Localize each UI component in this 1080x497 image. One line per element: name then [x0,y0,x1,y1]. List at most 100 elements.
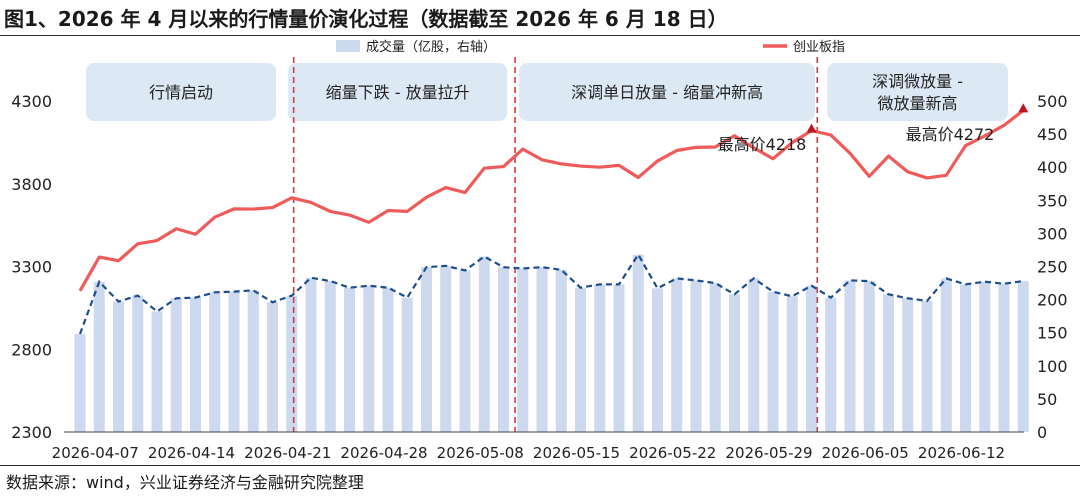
left-tick-label: 2300 [11,423,52,442]
volume-bar [132,295,144,432]
volume-bar [883,294,894,432]
x-tick-label: 2026-06-05 [822,444,909,462]
peak-annotation: 最高价4218 [718,135,807,154]
right-tick-label: 300 [1037,224,1068,243]
volume-bar [93,281,105,432]
legend: 成交量（亿股，右轴） 创业板指 [336,39,845,55]
volume-bar [863,281,875,432]
volume-bar [459,270,471,432]
volume-bar [440,265,452,432]
volume-bar [74,334,86,432]
volume-bar [113,301,124,432]
volume-bar [979,281,991,432]
right-tick-label: 250 [1037,258,1068,277]
volume-bar [613,284,625,432]
volume-bar [921,300,933,432]
right-tick-label: 200 [1037,291,1068,310]
volume-bar [324,281,336,432]
volume-bars [74,254,1029,432]
volume-bar [806,285,817,432]
x-tick-label: 2026-06-12 [918,444,1005,462]
volume-bar [902,298,914,432]
phase-box [827,63,1008,121]
phase-box [86,63,277,121]
left-tick-label: 3300 [11,258,52,277]
right-tick-label: 150 [1037,324,1068,343]
volume-bar [729,294,740,432]
volume-bar [305,277,317,432]
volume-bar [517,268,529,432]
x-tick-label: 2026-04-28 [340,444,427,462]
phase-box [288,63,508,121]
volume-bar [767,291,779,432]
volume-bar [940,278,952,432]
volume-bar [594,284,606,432]
volume-bar [555,269,567,432]
axes: 2300 2800 3300 3800 4300 0 50 100 150 200 250 300 35… [11,92,1067,462]
volume-bar [382,287,394,432]
x-tick-label: 2026-04-07 [52,444,139,462]
volume-bar [478,256,490,432]
x-tick-label: 2026-04-21 [244,444,331,462]
peak-marker [806,123,817,133]
volume-bar [825,297,837,432]
legend-label: 创业板指 [793,40,845,55]
volume-bar [652,288,663,432]
left-tick-label: 4300 [11,92,52,111]
phase-label: 缩量下跌 - 放量拉升 [326,83,470,102]
right-tick-label: 0 [1037,423,1047,442]
volume-bar [170,298,182,432]
price-line [78,109,1025,292]
phase-dividers [292,57,819,432]
volume-bar [536,267,548,432]
annotations: 最高价4218 最高价4272 [718,103,1029,154]
phase-label: 行情启动 [149,83,213,102]
source-note: 数据来源：wind，兴业证券经济与金融研究院整理 [6,473,364,492]
legend-bar-swatch [336,40,360,52]
series-lines [78,109,1025,335]
volume-bar [844,280,856,432]
peak-marker [1018,103,1029,113]
volume-bar [401,297,413,432]
volume-bar [1017,281,1029,432]
title-divider [0,35,1080,36]
left-tick-label: 2800 [11,340,52,359]
phase-label: 深调微放量 - [872,72,963,91]
volume-bar [344,287,355,432]
volume-bar [498,267,509,432]
right-tick-label: 100 [1037,357,1068,376]
right-tick-label: 350 [1037,191,1068,210]
phase-label: 微放量新高 [878,94,958,113]
volume-bar [151,311,163,432]
volume-bar [632,254,644,432]
x-tick-label: 2026-04-14 [148,444,235,462]
phase-boxes: 行情启动 缩量下跌 - 放量拉升 深调单日放量 - 缩量冲新高 深调微放量 - 微放量新… [86,63,1008,121]
right-tick-label: 500 [1037,92,1068,111]
phase-box [519,63,816,121]
volume-bar [286,295,298,432]
peak-annotation: 最高价4272 [906,125,995,144]
x-tick-label: 2026-05-15 [533,444,620,462]
phase-label: 深调单日放量 - 缩量冲新高 [571,83,763,102]
volume-bar [786,296,798,432]
volume-bar [421,267,432,432]
volume-bar [998,283,1010,432]
volume-bar [247,290,259,432]
volume-bar [960,284,971,432]
volume-bar [709,283,721,432]
volume-bar [267,302,278,432]
volume-bar [228,291,240,432]
volume-bar [190,297,201,432]
x-tick-label: 2026-05-29 [725,444,812,462]
volume-bar [209,292,221,432]
volume-bar [748,278,760,432]
source-divider [0,465,1080,466]
volume-line [78,252,1024,335]
right-tick-label: 400 [1037,158,1068,177]
right-tick-label: 50 [1037,390,1057,409]
page-title: 图1、2026 年 4 月以来的行情量价演化过程（数据截至 2026 年 6 月… [4,7,728,31]
legend-label: 成交量（亿股，右轴） [366,39,496,55]
volume-bar [575,287,586,432]
x-tick-label: 2026-05-08 [437,444,524,462]
